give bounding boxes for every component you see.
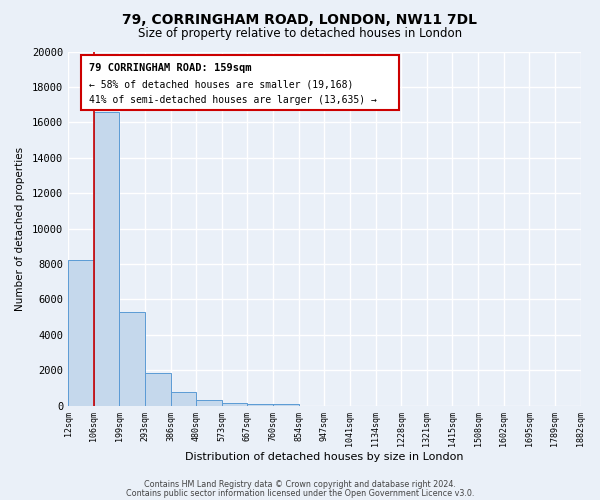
Y-axis label: Number of detached properties: Number of detached properties <box>15 146 25 310</box>
Bar <box>94 112 119 406</box>
Text: ← 58% of detached houses are smaller (19,168): ← 58% of detached houses are smaller (19… <box>89 79 353 89</box>
X-axis label: Distribution of detached houses by size in London: Distribution of detached houses by size … <box>185 452 464 462</box>
FancyBboxPatch shape <box>81 55 398 110</box>
Text: 79 CORRINGHAM ROAD: 159sqm: 79 CORRINGHAM ROAD: 159sqm <box>89 63 251 73</box>
Bar <box>119 312 145 406</box>
Text: Size of property relative to detached houses in London: Size of property relative to detached ho… <box>138 28 462 40</box>
Text: Contains HM Land Registry data © Crown copyright and database right 2024.: Contains HM Land Registry data © Crown c… <box>144 480 456 489</box>
Text: 41% of semi-detached houses are larger (13,635) →: 41% of semi-detached houses are larger (… <box>89 96 376 106</box>
Bar <box>222 403 247 406</box>
Text: Contains public sector information licensed under the Open Government Licence v3: Contains public sector information licen… <box>126 488 474 498</box>
Bar <box>247 404 273 406</box>
Bar <box>196 400 222 406</box>
Bar <box>273 404 299 406</box>
Bar <box>68 260 94 406</box>
Bar <box>145 373 170 406</box>
Bar <box>170 392 196 406</box>
Text: 79, CORRINGHAM ROAD, LONDON, NW11 7DL: 79, CORRINGHAM ROAD, LONDON, NW11 7DL <box>122 12 478 26</box>
